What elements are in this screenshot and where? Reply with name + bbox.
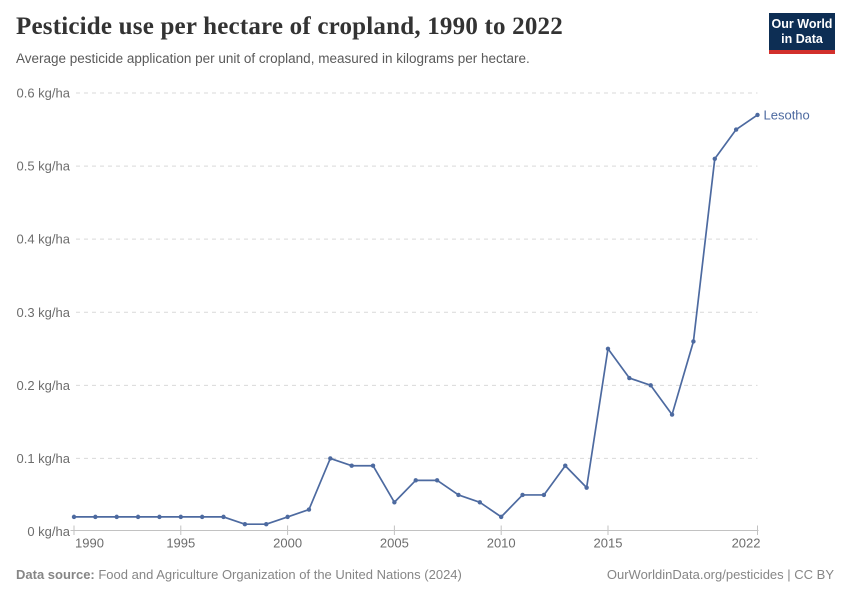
data-point[interactable] [157,514,162,520]
data-point[interactable] [349,463,354,468]
y-axis-tick-label: 0.4 kg/ha [17,232,71,247]
data-point[interactable] [370,463,376,468]
data-point[interactable] [135,514,141,520]
data-point[interactable] [71,514,77,520]
data-point[interactable] [434,478,440,483]
x-axis-tick-label: 2000 [273,536,302,551]
data-point[interactable] [498,514,504,520]
data-point[interactable] [605,346,611,351]
chart-subtitle: Average pesticide application per unit o… [16,51,530,66]
x-axis-tick-label: 1995 [166,536,195,551]
chart-footer: Data source: Food and Agriculture Organi… [16,567,834,584]
data-point[interactable] [199,514,205,520]
data-point[interactable] [328,456,333,461]
data-point[interactable] [114,514,119,520]
data-point[interactable] [221,514,226,520]
attribution-text: OurWorldinData.org/pesticides | CC BY [606,567,834,582]
data-point[interactable] [456,492,461,498]
data-point[interactable] [755,112,760,118]
data-point[interactable] [242,521,248,527]
data-point[interactable] [264,521,269,527]
owid-logo-line2: in Data [781,32,823,46]
series-label-lesotho[interactable]: Lesotho [764,107,810,122]
y-axis-tick-label: 0.1 kg/ha [17,451,71,466]
x-axis-tick-label: 1990 [75,536,104,551]
data-point[interactable] [477,500,483,505]
data-point[interactable] [520,492,525,498]
data-point[interactable] [584,485,589,490]
x-axis-tick-label: 2022 [732,536,761,551]
owid-logo-line1: Our World [771,17,833,31]
data-point[interactable] [541,492,547,498]
x-axis-tick-label: 2010 [487,536,516,551]
data-point[interactable] [733,127,739,132]
data-point[interactable] [669,412,675,417]
data-source-note: Data source: Food and Agriculture Organi… [16,567,462,584]
data-point[interactable] [691,339,696,344]
x-axis-tick-label: 2005 [380,536,409,551]
data-point[interactable] [413,478,418,483]
x-axis-tick-label: 2015 [594,536,623,551]
data-point[interactable] [392,500,397,505]
data-point[interactable] [627,375,632,381]
data-point[interactable] [563,463,568,468]
y-axis-tick-label: 0.6 kg/ha [17,86,71,101]
y-axis-tick-label: 0.5 kg/ha [17,159,71,174]
data-point[interactable] [285,514,290,520]
data-point[interactable] [648,383,653,388]
y-axis-tick-label: 0.2 kg/ha [17,378,71,393]
data-point[interactable] [93,514,98,520]
page-title: Pesticide use per hectare of cropland, 1… [16,13,563,40]
data-source-text: Food and Agriculture Organization of the… [94,567,462,582]
data-point[interactable] [178,514,183,520]
data-point[interactable] [306,507,312,512]
data-source-label: Data source: [16,567,95,582]
y-axis-tick-label: 0.3 kg/ha [17,305,71,320]
data-point[interactable] [712,156,717,161]
data-line-lesotho[interactable] [73,114,759,526]
y-axis-tick-label: 0 kg/ha [27,524,70,539]
owid-logo[interactable]: Our World in Data [769,13,835,54]
